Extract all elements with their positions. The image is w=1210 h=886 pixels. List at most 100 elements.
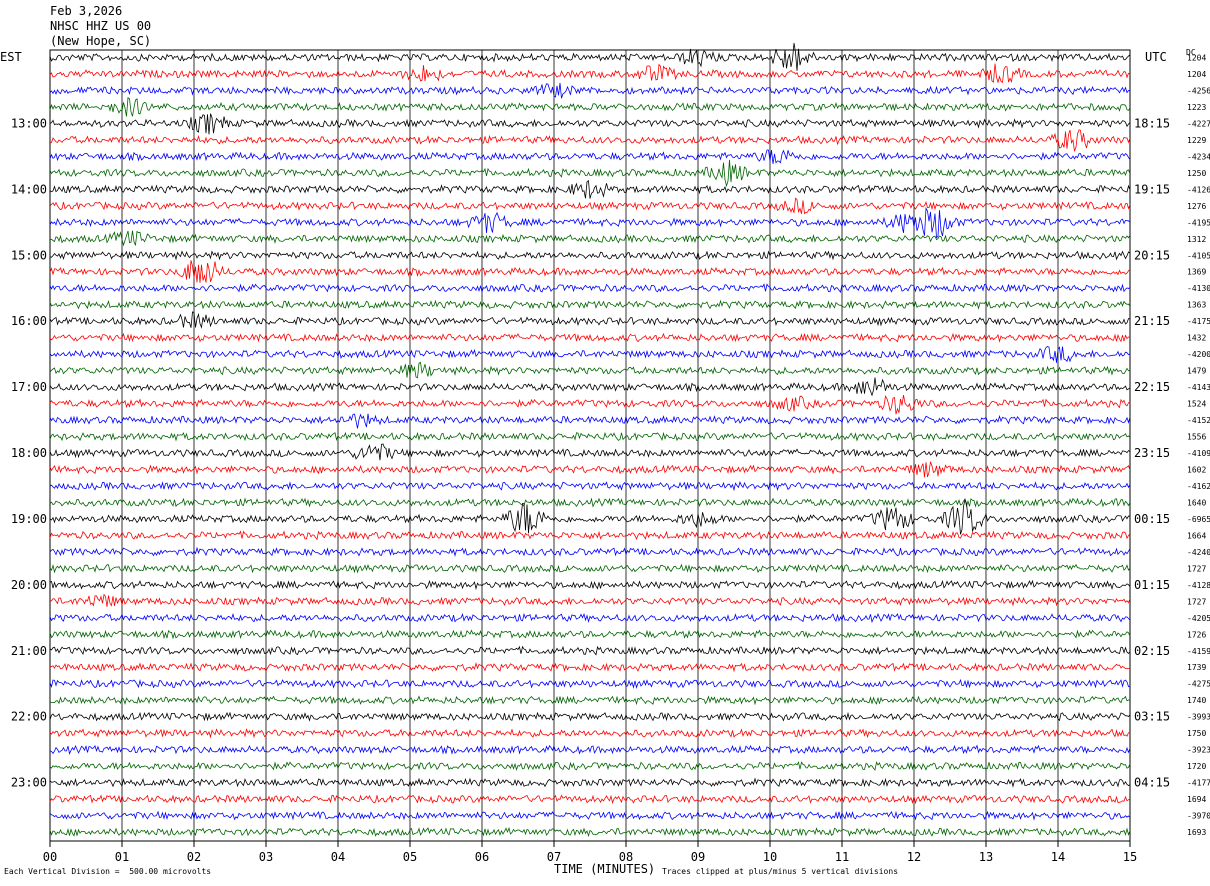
seismic-trace (49, 413, 1131, 429)
clip-note: Traces clipped at plus/minus 5 vertical … (662, 867, 899, 876)
seismic-trace (49, 794, 1131, 805)
x-tick-label: 09 (691, 850, 705, 864)
seismic-trace (49, 230, 1131, 247)
seismic-trace (49, 361, 1131, 379)
seismic-trace (49, 530, 1131, 541)
header-location: (New Hope, SC) (50, 34, 152, 48)
seismic-trace (49, 377, 1131, 397)
x-tick-label: 06 (475, 850, 489, 864)
dc-offset-label: -41302 (1187, 284, 1210, 293)
seismic-trace (49, 395, 1131, 415)
seismic-trace (49, 546, 1131, 558)
left-hour-label: 15:00 (11, 248, 47, 262)
right-hour-label: 23:15 (1134, 446, 1170, 460)
dc-offset-label: -42278 (1187, 119, 1210, 128)
x-tick-label: 05 (403, 850, 417, 864)
seismic-trace (49, 612, 1131, 624)
dc-offset-label: 1223 (1187, 103, 1206, 112)
dc-offset-label: 1312 (1187, 235, 1206, 244)
dc-offset-label: -41098 (1187, 449, 1210, 458)
dc-offset-label: 1479 (1187, 367, 1206, 376)
dc-offset-label: -39938 (1187, 713, 1210, 722)
left-hour-label: 20:00 (11, 578, 47, 592)
dc-offset-label: 1204 (1187, 54, 1206, 63)
dc-offset-label: 1720 (1187, 762, 1206, 771)
seismic-trace (49, 311, 1131, 329)
dc-offset-label: 1693 (1187, 828, 1206, 837)
seismic-trace (49, 497, 1131, 508)
x-tick-label: 13 (979, 850, 993, 864)
x-tick-label: 15 (1123, 850, 1137, 864)
dc-offset-label: 1602 (1187, 465, 1206, 474)
dc-offset-label: 1556 (1187, 433, 1206, 442)
x-tick-label: 01 (115, 850, 129, 864)
dc-offset-label: 1229 (1187, 136, 1206, 145)
seismic-trace (49, 332, 1130, 343)
seismic-trace (49, 711, 1131, 722)
dc-offset-label: -41432 (1187, 383, 1210, 392)
x-tick-label: 03 (259, 850, 273, 864)
seismic-trace (49, 579, 1131, 591)
dc-offset-label: -42340 (1187, 152, 1210, 161)
seismic-trace (49, 299, 1131, 310)
dc-offset-label: -41520 (1187, 416, 1210, 425)
left-hour-label: 19:00 (11, 512, 47, 526)
seismic-trace (49, 283, 1131, 294)
seismic-trace (49, 96, 1131, 117)
x-tick-label: 08 (619, 850, 633, 864)
dc-offset-label: -41620 (1187, 482, 1210, 491)
seismic-trace (49, 83, 1131, 99)
dc-offset-label: -42006 (1187, 350, 1210, 359)
left-hour-label: 17:00 (11, 380, 47, 394)
seismic-trace (49, 645, 1131, 656)
dc-offset-label: 1740 (1187, 696, 1206, 705)
seismic-trace (49, 761, 1131, 771)
seismic-trace (49, 826, 1131, 838)
seismic-trace (49, 563, 1131, 574)
right-hour-label: 04:15 (1134, 776, 1170, 790)
seismic-trace (49, 250, 1131, 261)
dc-offset-label: -39238 (1187, 746, 1210, 755)
seismic-trace (49, 431, 1131, 442)
seismic-trace (49, 197, 1131, 215)
left-hour-label: 16:00 (11, 314, 47, 328)
seismic-trace (49, 63, 1131, 84)
dc-offset-label: 1204 (1187, 70, 1206, 79)
x-tick-label: 07 (547, 850, 561, 864)
x-tick-label: 11 (835, 850, 849, 864)
dc-offset-label: 1276 (1187, 202, 1206, 211)
seismic-trace (49, 129, 1131, 152)
seismic-trace (49, 206, 1131, 239)
right-hour-label: 03:15 (1134, 710, 1170, 724)
dc-offset-label: 1694 (1187, 795, 1206, 804)
dc-offset-label: 1432 (1187, 334, 1206, 343)
seismic-trace (49, 498, 1131, 535)
seismic-trace (49, 678, 1131, 689)
chart-grid (49, 49, 1131, 847)
dc-offset-label: -39700 (1187, 812, 1210, 821)
seismic-trace (49, 744, 1131, 755)
right-hour-label: 02:15 (1134, 644, 1170, 658)
dc-offset-label: 1739 (1187, 663, 1206, 672)
right-hour-label: 22:15 (1134, 380, 1170, 394)
seismic-trace (49, 461, 1131, 478)
dc-offset-label: -41266 (1187, 185, 1210, 194)
x-tick-label: 10 (763, 850, 777, 864)
dc-offset-label: 1750 (1187, 729, 1206, 738)
dc-offset-label: -69658 (1187, 515, 1210, 524)
right-timezone-label: UTC (1145, 50, 1167, 64)
dc-offset-label: -42053 (1187, 614, 1210, 623)
left-hour-label: 14:00 (11, 182, 47, 196)
left-hour-label: 21:00 (11, 644, 47, 658)
dc-offset-label: 1250 (1187, 169, 1206, 178)
plot-frame (49, 49, 1131, 842)
seismic-trace (49, 777, 1131, 788)
x-axis-label: TIME (MINUTES) (554, 862, 656, 876)
seismic-trace (49, 179, 1131, 199)
dc-offset-label: -42565 (1187, 86, 1210, 95)
left-hour-label: 13:00 (11, 116, 47, 130)
left-timezone-label: EST (0, 50, 22, 64)
dc-offset-label: 1726 (1187, 630, 1206, 639)
x-tick-label: 04 (331, 850, 345, 864)
